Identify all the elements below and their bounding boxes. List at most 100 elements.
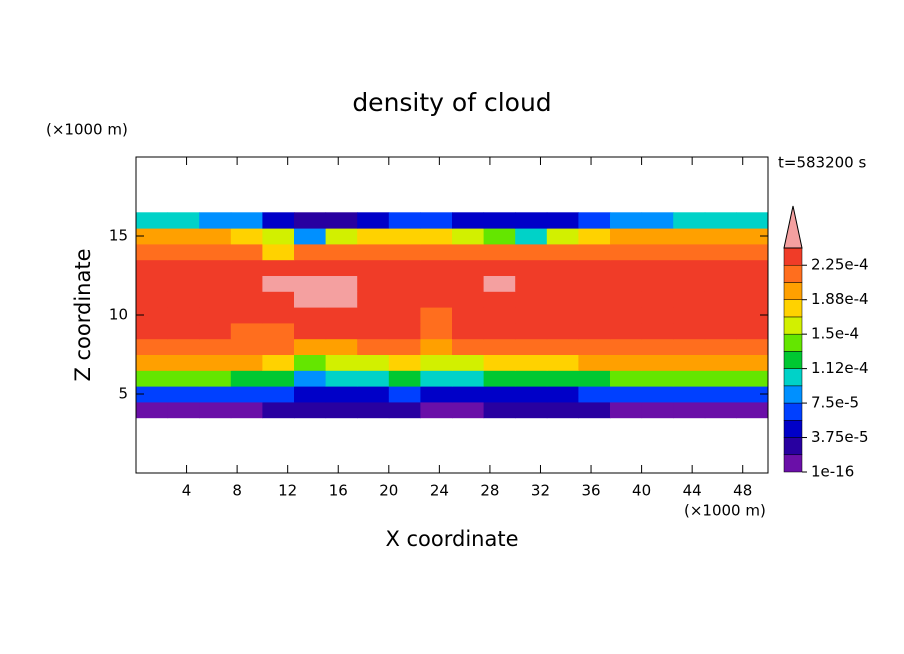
y-axis-label: Z coordinate (71, 248, 95, 381)
contour-cell (167, 275, 200, 292)
contour-cell (578, 322, 611, 340)
annotation: t=583200 s (778, 154, 866, 172)
contour-cell (420, 307, 453, 324)
contour-cell (704, 322, 737, 340)
contour-cell (294, 322, 327, 340)
contour-cell (483, 370, 516, 387)
contour-cell (483, 338, 516, 355)
contour-cell (199, 307, 232, 324)
contour-cell (325, 338, 358, 355)
contour-cell (294, 228, 327, 245)
contour-cell (325, 354, 358, 371)
contour-cell (578, 275, 611, 292)
contour-cell (388, 370, 421, 387)
contour-cell (546, 228, 579, 245)
contour-cell (452, 322, 485, 340)
contour-cell (325, 212, 358, 229)
colorbar-tick-label: 3.75e-5 (811, 428, 869, 446)
contour-cell (515, 338, 548, 355)
contour-cell (262, 322, 295, 340)
x-tick-label: 24 (430, 482, 449, 500)
x-tick-label: 8 (232, 482, 242, 500)
contour-cell (515, 307, 548, 324)
contour-cell (483, 259, 516, 276)
contour-cell (483, 228, 516, 245)
contour-cell (736, 291, 769, 308)
contour-cell (167, 322, 200, 340)
contour-cell (736, 275, 769, 292)
contour-cell (578, 401, 611, 419)
contour-cell (294, 243, 327, 261)
contour-cell (230, 401, 263, 419)
contour-cell (388, 386, 421, 403)
contour-cell (673, 212, 706, 229)
contour-cell (483, 275, 516, 292)
contour-cell (610, 275, 643, 292)
contour-cell (452, 338, 485, 355)
contour-cell (357, 354, 390, 371)
x-tick-label: 44 (683, 482, 702, 500)
contour-cell (546, 275, 579, 292)
contour-cell (199, 401, 232, 419)
contour-cell (388, 354, 421, 371)
contour-cell (546, 259, 579, 276)
contour-cell (610, 307, 643, 324)
contour-cell (420, 322, 453, 340)
contour-cell (199, 228, 232, 245)
contour-cell (357, 386, 390, 403)
contour-cell (578, 259, 611, 276)
contour-cell (673, 275, 706, 292)
contour-cell (294, 291, 327, 308)
contour-cell (515, 212, 548, 229)
contour-cell (136, 386, 169, 403)
contour-cell (325, 228, 358, 245)
contour-cell (167, 212, 200, 229)
colorbar-band (783, 454, 803, 473)
contour-cell (704, 291, 737, 308)
y-unit: (×1000 m) (46, 121, 128, 139)
contour-cell (452, 275, 485, 292)
contour-cell (673, 401, 706, 419)
colorbar-band (783, 368, 803, 387)
contour-cell (136, 275, 169, 292)
contour-cell (546, 243, 579, 261)
contour-cell (673, 322, 706, 340)
x-tick-label: 40 (632, 482, 651, 500)
contour-cell (673, 386, 706, 403)
contour-cell (546, 370, 579, 387)
contour-cell (262, 370, 295, 387)
contour-cell (294, 338, 327, 355)
contour-cell (610, 259, 643, 276)
contour-cell (610, 338, 643, 355)
contour-cell (199, 386, 232, 403)
contour-cell (294, 354, 327, 371)
contour-cell (388, 291, 421, 308)
contour-cell (673, 370, 706, 387)
contour-cell (136, 322, 169, 340)
contour-cell (388, 401, 421, 419)
contour-cell (325, 275, 358, 292)
contour-cell (325, 401, 358, 419)
contour-cell (199, 259, 232, 276)
contour-cell (736, 228, 769, 245)
contour-cell (230, 322, 263, 340)
contour-cell (673, 259, 706, 276)
contour-cell (230, 370, 263, 387)
contour-cell (167, 370, 200, 387)
contour-cell (736, 307, 769, 324)
contour-cell (578, 370, 611, 387)
contour-cell (230, 338, 263, 355)
contour-cell (736, 386, 769, 403)
colorbar-tick-label: 1.5e-4 (811, 325, 859, 343)
contour-cell (230, 243, 263, 261)
contour-cell (420, 401, 453, 419)
contour-cell (546, 291, 579, 308)
x-tick-label: 28 (480, 482, 499, 500)
colorbar-band (783, 437, 803, 456)
contour-cell (199, 354, 232, 371)
contour-cell (641, 212, 674, 229)
contour-cell (262, 243, 295, 261)
contour-cell (546, 401, 579, 419)
contour-cell (388, 322, 421, 340)
x-axis-label: X coordinate (385, 527, 518, 551)
